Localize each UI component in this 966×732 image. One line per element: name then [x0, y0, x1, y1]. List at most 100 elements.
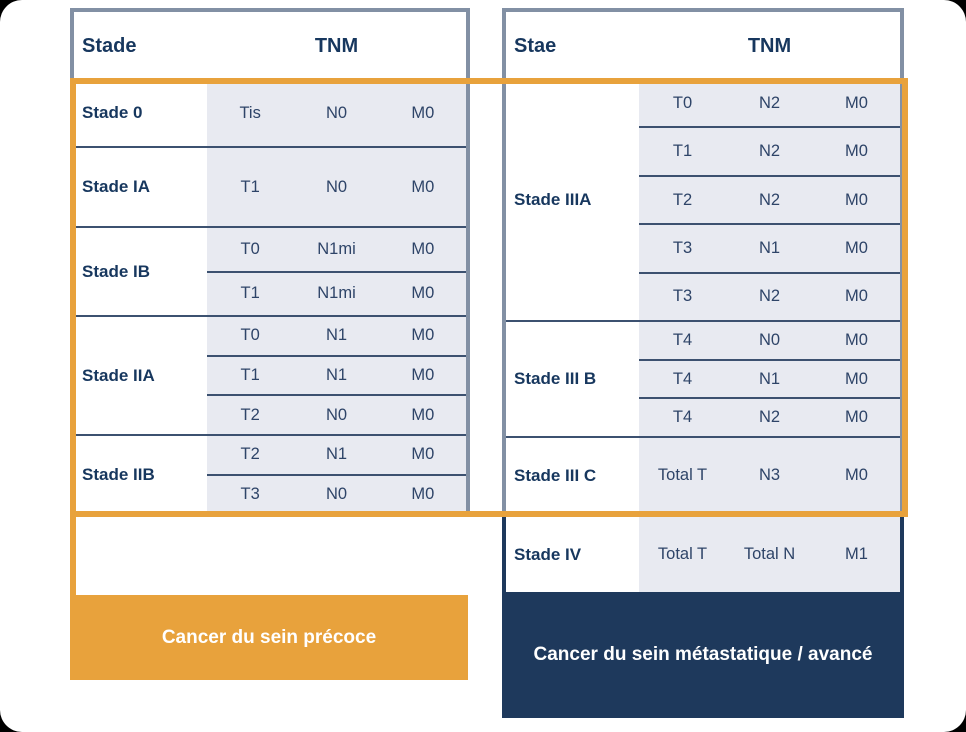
tnm-cell-n: N1: [325, 445, 348, 464]
tnm-cell-m: M1: [845, 545, 868, 563]
tnm-cell-t: T2: [240, 445, 260, 464]
stage-label: Stade III C: [506, 438, 639, 513]
tnm-cell-t: T1: [672, 142, 693, 161]
stage-label: Stade IB: [74, 228, 207, 315]
stage-group-ib: Stade IB T0 N1mi M0 T1 N1mi M0: [74, 226, 466, 315]
left-header-tnm: TNM: [314, 34, 359, 57]
right-table-header: Stae TNM: [506, 12, 900, 80]
tnm-cell-n: N2: [758, 142, 781, 161]
tnm-cell-n: N3: [758, 466, 781, 484]
tnm-row: T1 N1 M0: [207, 354, 466, 395]
right-table-body: Stade IIIA T0 N2 M0 T1 N2 M0: [506, 80, 900, 513]
tnm-cell-m: M0: [845, 369, 868, 388]
stage-label: Stade III B: [506, 322, 639, 436]
tnm-cell-t: Tis: [239, 103, 261, 122]
stage-label: Stade IIB: [74, 436, 207, 513]
tnm-cell-t: T2: [672, 190, 693, 209]
tnm-row: T3 N0 M0: [207, 473, 466, 514]
tnm-cell-m: M0: [411, 103, 435, 122]
tnm-cell-m: M0: [411, 284, 435, 303]
tnm-cell-m: M0: [411, 177, 435, 196]
tnm-cell-t: T3: [240, 484, 260, 503]
tnm-cell-n: N1: [758, 369, 781, 388]
tnm-cell-m: M0: [411, 484, 435, 503]
early-cancer-banner: Cancer du sein précoce: [70, 595, 468, 680]
tnm-cell-n: N1mi: [317, 239, 356, 258]
stage-label: Stade IA: [74, 148, 207, 226]
stage-group-iiic: Stade III C Total T N3 M0: [506, 436, 900, 513]
tnm-cell-t: T0: [240, 326, 260, 345]
tnm-cell-t: T1: [240, 177, 260, 196]
tnm-cell-n: N1: [325, 326, 348, 345]
tnm-row: T4 N1 M0: [639, 358, 900, 398]
stage-group-iia: Stade IIA T0 N1 M0 T1 N1 M0: [74, 315, 466, 434]
stage-iv-block: Stade IV Total T Total N M1: [502, 517, 904, 592]
tnm-row: T2 N2 M0: [639, 174, 900, 223]
right-header-stage: Stae: [514, 34, 557, 57]
tnm-cell-m: M0: [411, 445, 435, 464]
tnm-row: Total T N3 M0: [639, 438, 900, 513]
tnm-cell-m: M0: [845, 466, 868, 484]
tnm-row: Total T Total N M1: [639, 517, 900, 592]
tnm-cell-n: N2: [758, 287, 781, 306]
stage-group-ia: Stade IA T1 N0 M0: [74, 146, 466, 226]
tnm-row: T2 N0 M0: [207, 394, 466, 434]
tnm-cell-n: N1: [325, 366, 348, 384]
tnm-row: T3 N1 M0: [639, 223, 900, 271]
tnm-row: T2 N1 M0: [207, 436, 466, 474]
tnm-row: T1 N1mi M0: [207, 270, 466, 316]
left-header-stage: Stade: [82, 34, 137, 57]
tnm-cell-t: T4: [672, 408, 693, 427]
tnm-cell-n: N0: [325, 177, 348, 196]
tnm-cell-n: N0: [758, 330, 781, 349]
tnm-cell-t: T1: [240, 284, 260, 303]
tnm-row: T1 N2 M0: [639, 126, 900, 174]
tnm-cell-t: T4: [672, 369, 693, 388]
tnm-cell-t: T2: [240, 405, 260, 424]
tnm-row: T0 N2 M0: [639, 80, 900, 126]
left-table-body: Stade 0 Tis N0 M0 Stade IA T1: [74, 80, 466, 513]
tnm-cell-n: N1: [758, 238, 781, 257]
tnm-cell-n: N2: [758, 408, 781, 427]
tnm-cell-t: T3: [672, 238, 693, 257]
tnm-cell-t: T1: [240, 366, 260, 384]
tnm-cell-m: M0: [845, 330, 868, 349]
tnm-cell-t: Total T: [657, 466, 708, 484]
tnm-cell-n: N2: [758, 190, 781, 209]
tnm-cell-m: M0: [411, 239, 435, 258]
advanced-cancer-banner: Cancer du sein métastatique / avancé: [502, 592, 904, 718]
tnm-cell-m: M0: [845, 408, 868, 427]
stage-label: Stade 0: [74, 80, 207, 146]
tnm-row: T4 N2 M0: [639, 397, 900, 436]
stage-group-iib: Stade IIB T2 N1 M0 T3 N0 M0: [74, 434, 466, 513]
tnm-cell-n: N0: [325, 103, 348, 122]
early-stage-table: Stade TNM Stade 0 Tis N0 M0 Stade IA: [70, 8, 470, 517]
tnm-cell-m: M0: [411, 405, 435, 424]
tnm-row: T3 N2 M0: [639, 271, 900, 320]
tnm-cell-m: M0: [845, 287, 868, 306]
stage-label: Stade IIA: [74, 317, 207, 434]
tnm-cell-m: M0: [411, 326, 435, 345]
stage-group-iiia: Stade IIIA T0 N2 M0 T1 N2 M0: [506, 80, 900, 320]
tnm-cell-m: M0: [411, 366, 435, 384]
tnm-cell-t: Total T: [657, 545, 708, 563]
tnm-row: T4 N0 M0: [639, 322, 900, 359]
right-header-tnm: TNM: [747, 34, 792, 57]
tnm-cell-t: T0: [240, 239, 260, 258]
stage-label: Stade IIIA: [506, 80, 639, 320]
tnm-row: T0 N1mi M0: [207, 228, 466, 271]
tnm-cell-n: N1mi: [317, 284, 356, 303]
tnm-cell-m: M0: [845, 190, 868, 209]
left-table-header: Stade TNM: [74, 12, 466, 80]
tnm-cell-t: T3: [672, 287, 693, 306]
tnm-cell-m: M0: [845, 142, 868, 161]
tnm-cell-t: T0: [672, 93, 693, 112]
stage-group-iiib: Stade III B T4 N0 M0 T4 N1 M0: [506, 320, 900, 436]
tnm-row: T0 N1 M0: [207, 317, 466, 355]
tnm-cell-n: N0: [325, 405, 348, 424]
tnm-cell-t: T4: [672, 330, 693, 349]
tnm-cell-m: M0: [845, 238, 868, 257]
tnm-row: Tis N0 M0: [207, 80, 466, 146]
stage-group-0: Stade 0 Tis N0 M0: [74, 80, 466, 146]
